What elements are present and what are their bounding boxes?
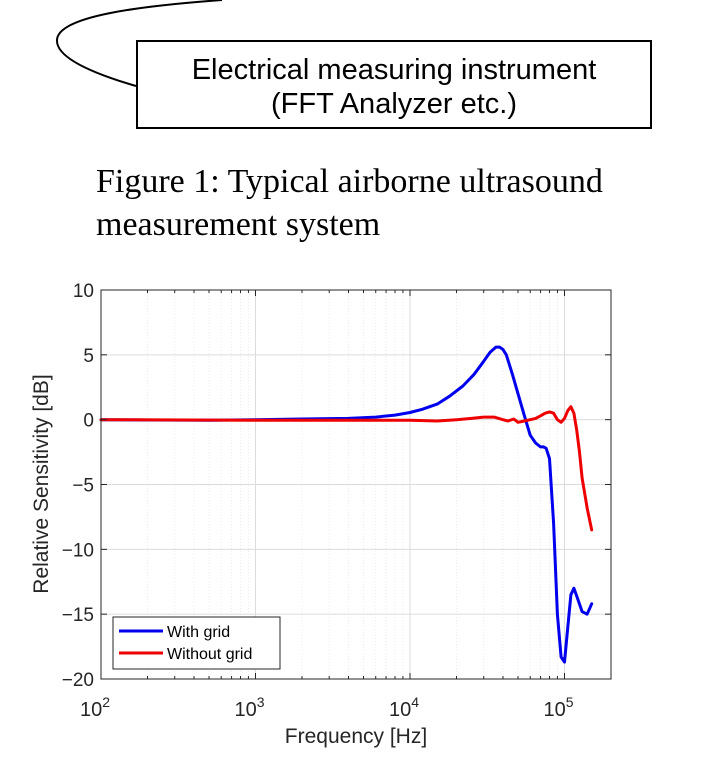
plot-area — [99, 289, 612, 680]
instrument-box: Electrical measuring instrument (FFT Ana… — [136, 40, 652, 129]
instrument-label-line2: (FFT Analyzer etc.) — [270, 88, 518, 120]
y-tick-label: −15 — [62, 605, 94, 626]
diagram-cable-curve — [55, 0, 223, 87]
legend-label-without-grid: Without grid — [167, 646, 252, 663]
y-tick-label: −5 — [72, 476, 94, 497]
y-tick-labels: 10 5 0 −5 −10 −15 −20 — [62, 281, 94, 691]
figure-caption-line1: Figure 1: Typical airborne ultrasound — [96, 163, 603, 200]
y-tick-label: 10 — [73, 281, 94, 302]
y-tick-label: −10 — [62, 540, 94, 561]
legend: With grid Without grid — [112, 616, 281, 670]
x-tick-labels: 102 103 104 105 — [80, 694, 574, 721]
legend-label-with-grid: With grid — [167, 624, 230, 641]
y-axis-label: Relative Sensitivity [dB] — [30, 374, 53, 593]
series-line-without-grid — [99, 405, 594, 532]
series-line-with-grid — [99, 345, 594, 664]
legend-box — [112, 616, 281, 670]
instrument-label-line1: Electrical measuring instrument — [191, 54, 597, 86]
x-axis-label: Frequency [Hz] — [285, 725, 427, 748]
figure-caption-line2: measurement system — [96, 206, 381, 243]
series-lines — [99, 345, 594, 664]
y-tick-label: 0 — [83, 411, 94, 432]
x-tick-label: 103 — [234, 694, 264, 721]
x-tick-label: 102 — [80, 694, 110, 721]
y-tick-label: −20 — [62, 670, 94, 691]
x-tick-label: 104 — [389, 694, 419, 721]
axis-ticks — [100, 289, 612, 680]
y-tick-label: 5 — [83, 346, 94, 367]
figure-caption: Figure 1: Typical airborne ultrasound me… — [96, 160, 696, 246]
x-tick-label: 105 — [543, 694, 573, 721]
